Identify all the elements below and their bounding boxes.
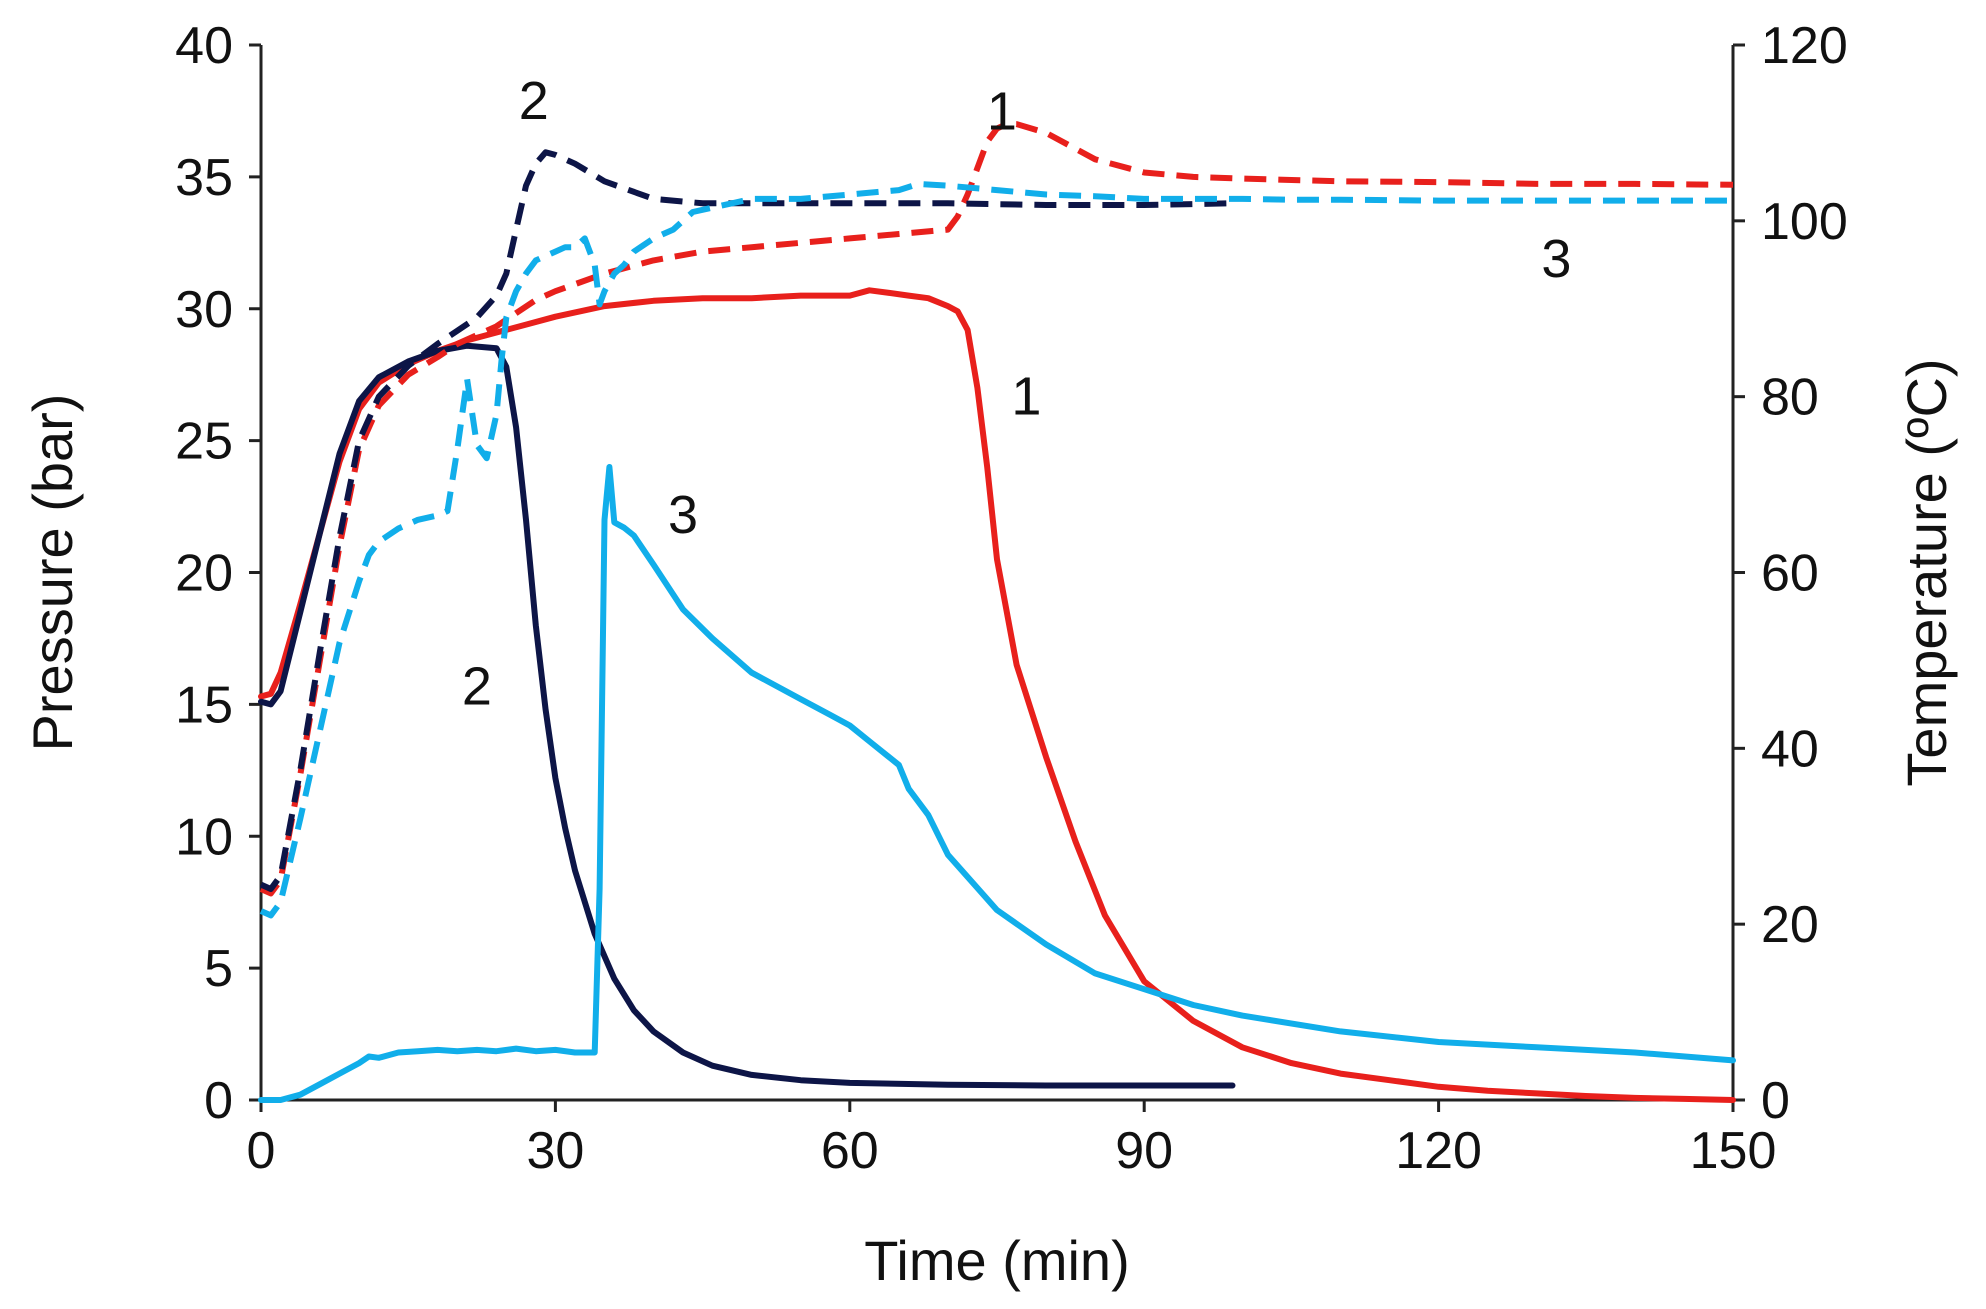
y-tick-label: 35 — [175, 149, 233, 207]
y-tick-label: 5 — [204, 940, 233, 998]
x-tick-label: 30 — [526, 1122, 584, 1180]
x-tick-label: 150 — [1690, 1122, 1777, 1180]
y2-tick-label: 120 — [1761, 17, 1848, 75]
series-layer — [258, 121, 1736, 1103]
y-tick-label: 15 — [175, 676, 233, 734]
curve-label: 2 — [519, 71, 549, 131]
x-tick-label: 0 — [247, 1122, 276, 1180]
curve-label: 2 — [462, 656, 492, 716]
series-pressure-2 — [258, 342, 1236, 1089]
ticks: 0 30 60 90 120 150051015202530354002040608010… — [175, 17, 1848, 1180]
y2-tick-label: 80 — [1761, 369, 1819, 427]
series-temperature-3 — [259, 180, 1733, 919]
y2-axis-title: Temperature (ºC) — [1895, 358, 1958, 786]
y2-tick-label: 0 — [1761, 1072, 1790, 1130]
y-tick-label: 20 — [175, 545, 233, 603]
curve-label: 1 — [987, 81, 1017, 141]
x-tick-label: 60 — [821, 1122, 879, 1180]
curve-label: 3 — [1541, 229, 1571, 289]
y-tick-label: 30 — [175, 281, 233, 339]
y-tick-label: 40 — [175, 17, 233, 75]
curve-label: 1 — [1011, 366, 1041, 426]
x-tick-label: 90 — [1115, 1122, 1173, 1180]
y-tick-label: 10 — [175, 808, 233, 866]
y-tick-label: 0 — [204, 1072, 233, 1130]
y2-tick-label: 60 — [1761, 545, 1819, 603]
y-tick-label: 25 — [175, 413, 233, 471]
y2-tick-label: 100 — [1761, 193, 1848, 251]
series-pressure-1 — [258, 287, 1736, 1103]
annotation-layer: 1 2 3 1 3 2 — [462, 71, 1572, 717]
series-temperature-1 — [259, 121, 1734, 897]
x-tick-label: 120 — [1395, 1122, 1482, 1180]
curve-label: 3 — [668, 485, 698, 545]
series-temperature-2 — [259, 149, 1233, 892]
y2-tick-label: 40 — [1761, 720, 1819, 778]
x-axis-title: Time (min) — [864, 1229, 1129, 1292]
y2-tick-label: 20 — [1761, 896, 1819, 954]
y-axis-title: Pressure (bar) — [21, 394, 84, 752]
series-pressure-3 — [258, 464, 1736, 1103]
